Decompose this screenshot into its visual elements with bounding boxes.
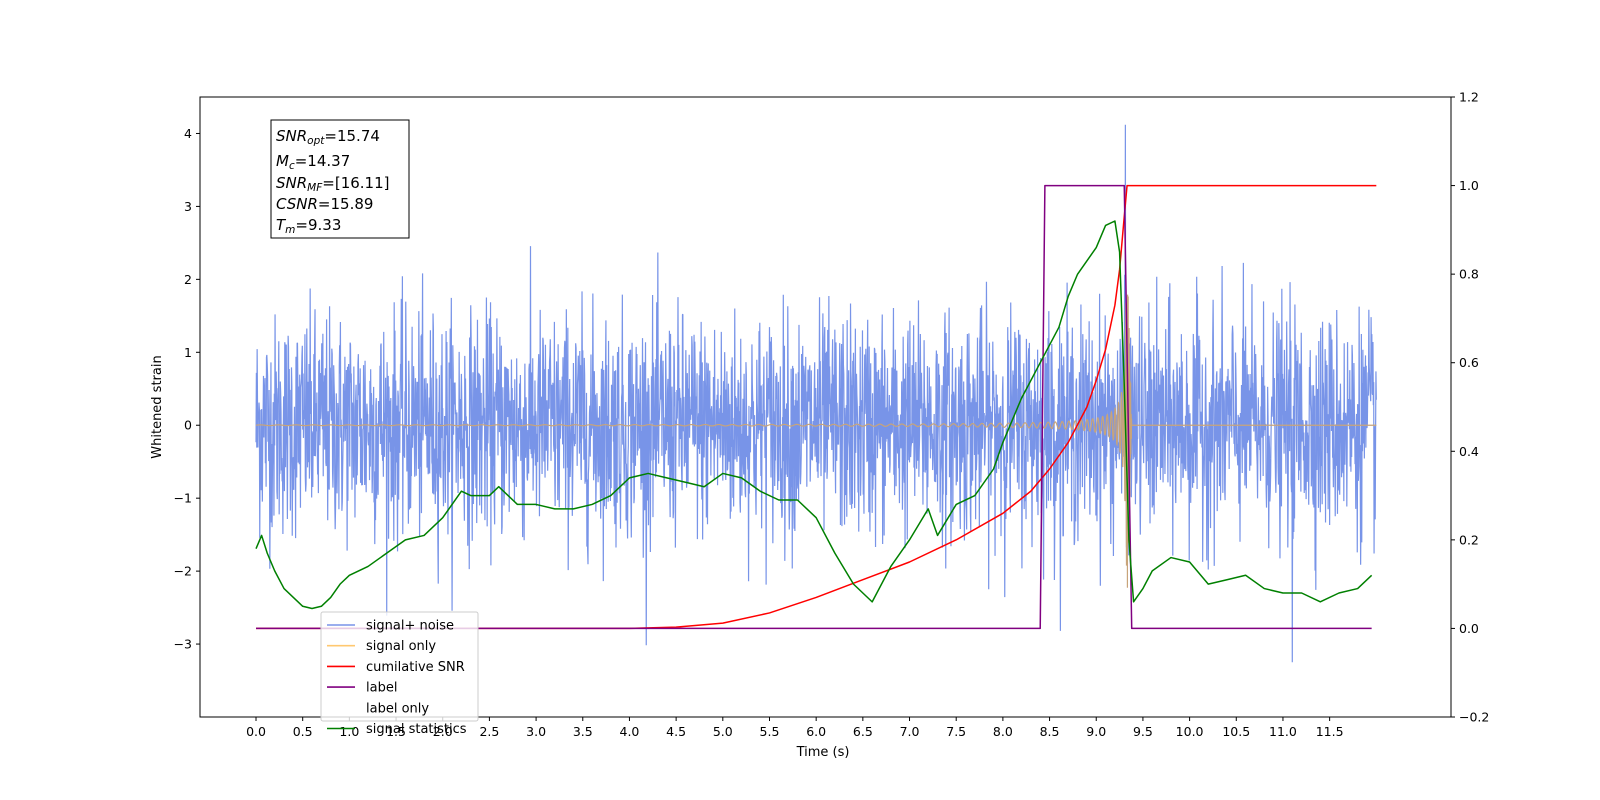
annotation-symbol: M: [276, 152, 289, 170]
x-tick-label: 10.0: [1176, 724, 1204, 739]
series-signal-statistics: [255, 220, 1373, 610]
left-y-axis-label: Whitened strain: [150, 355, 165, 458]
x-axis-label: Time (s): [796, 745, 850, 760]
x-tick-label: 7.5: [946, 724, 966, 739]
x-tick-label: 5.5: [760, 724, 780, 739]
right-y-axis-ticks: 1.2 1.0 0.8 0.6 0.4 0.2 0.0 −0.2: [1451, 90, 1489, 725]
x-tick-label: 10.5: [1222, 724, 1250, 739]
legend-label: signal statistics: [366, 722, 467, 737]
right-y-tick-label: 0.4: [1459, 444, 1479, 459]
annotation-subscript: MF: [307, 182, 323, 194]
right-y-tick-label: 1.0: [1459, 178, 1479, 193]
right-y-tick-label: −0.2: [1459, 710, 1489, 725]
x-tick-label: 7.0: [900, 724, 920, 739]
legend-frame: [320, 611, 479, 722]
x-tick-label: 0.5: [293, 724, 313, 739]
annotation-value: =[16.11]: [322, 174, 389, 192]
x-tick-label: 4.5: [666, 724, 686, 739]
x-tick-label: 1.5: [386, 724, 406, 739]
legend-label: label: [366, 681, 397, 696]
annotation-value: =15.74: [324, 127, 380, 145]
annotation-subscript: c: [289, 160, 295, 172]
left-y-tick-label: 4: [184, 126, 192, 141]
left-y-tick-label: −1: [174, 491, 192, 506]
left-y-tick-label: −3: [174, 637, 192, 652]
legend: signal+ noise signal only cumilative SNR la…: [320, 611, 479, 737]
annotation-subscript: opt: [307, 135, 325, 147]
legend-label: label only: [366, 701, 429, 716]
series-signal-noise: [255, 124, 1377, 663]
annotation-symbol: T: [276, 216, 287, 234]
left-y-tick-label: −2: [174, 564, 192, 579]
x-tick-label: 11.0: [1269, 724, 1297, 739]
annotation-value: =9.33: [295, 216, 341, 234]
x-tick-label: 1.0: [339, 724, 359, 739]
right-y-tick-label: 0.2: [1459, 532, 1479, 547]
annotation-line: SNRopt=15.74: [276, 127, 380, 147]
left-y-tick-label: 3: [184, 199, 192, 214]
legend-label: signal only: [366, 639, 436, 654]
annotation-subscript: m: [285, 224, 295, 236]
left-y-tick-label: 2: [184, 272, 192, 287]
x-tick-label: 3.0: [526, 724, 546, 739]
annotation-value: =15.89: [318, 195, 374, 213]
annotation-symbol: SNR: [276, 174, 307, 192]
x-tick-label: 3.5: [573, 724, 593, 739]
left-y-tick-label: 1: [184, 345, 192, 360]
x-tick-label: 6.5: [853, 724, 873, 739]
annotation-box: SNRopt=15.74Mc=14.37SNRMF=[16.11]CSNR=15…: [270, 119, 410, 239]
legend-label: signal+ noise: [366, 619, 454, 634]
series-layer: [255, 124, 1377, 663]
right-y-tick-label: 0.6: [1459, 355, 1479, 370]
annotation-line: Mc=14.37: [276, 152, 350, 172]
annotation-line: SNRMF=[16.11]: [276, 174, 390, 194]
series-cumilative-snr: [256, 184, 1377, 630]
x-tick-label: 9.5: [1133, 724, 1153, 739]
x-tick-label: 2.0: [433, 724, 453, 739]
x-tick-label: 8.5: [1040, 724, 1060, 739]
left-y-axis-ticks: 4 3 2 1 0 −1 −2 −3: [174, 126, 200, 652]
x-tick-label: 2.5: [479, 724, 499, 739]
annotation-value: =14.37: [295, 152, 351, 170]
legend-label: cumilative SNR: [366, 660, 465, 675]
x-tick-label: 5.0: [713, 724, 733, 739]
series-label: [256, 184, 1372, 630]
annotation-line: Tm=9.33: [276, 216, 341, 236]
right-y-tick-label: 0.8: [1459, 267, 1479, 282]
annotation-symbol: CSNR: [276, 195, 318, 213]
right-y-tick-label: 0.0: [1459, 621, 1479, 636]
x-tick-label: 6.0: [806, 724, 826, 739]
left-y-tick-label: 0: [184, 418, 192, 433]
annotation-frame: [270, 119, 410, 239]
x-tick-label: 0.0: [246, 724, 266, 739]
x-tick-label: 11.5: [1316, 724, 1344, 739]
x-tick-label: 8.0: [993, 724, 1013, 739]
annotation-line: CSNR=15.89: [276, 195, 373, 213]
annotation-symbol: SNR: [276, 127, 307, 145]
x-tick-label: 4.0: [620, 724, 640, 739]
series-signal-only: [255, 294, 1377, 588]
right-y-tick-label: 1.2: [1459, 90, 1479, 105]
plot-frame: [199, 96, 1452, 718]
x-tick-label: 9.0: [1086, 724, 1106, 739]
